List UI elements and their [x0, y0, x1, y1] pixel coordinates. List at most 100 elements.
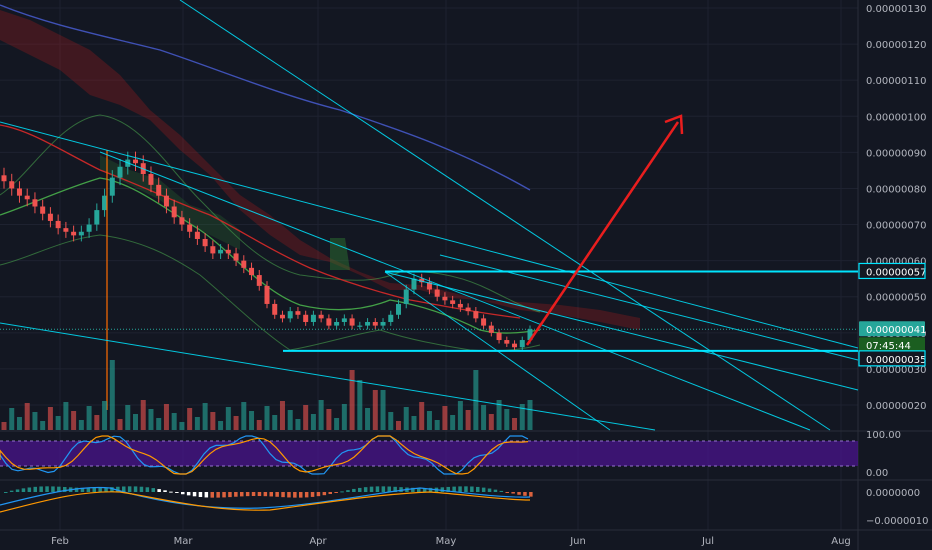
candle-body [218, 249, 224, 254]
volume-bar [16, 417, 22, 430]
candle-body [133, 159, 138, 164]
macd-bar [51, 486, 55, 492]
y-tick-label: 0.00000110 [866, 76, 926, 87]
volume-bar [40, 421, 46, 430]
cloud-area-green [330, 238, 350, 270]
macd-bar [139, 486, 144, 492]
candle-body [24, 195, 30, 200]
candle-body [71, 231, 77, 236]
macd-bar [263, 492, 268, 497]
macd-bar [192, 492, 197, 497]
stoch-tick-label: 100.00 [866, 430, 901, 441]
macd-bar [363, 487, 368, 492]
candle-body [171, 206, 177, 218]
volume-bar [426, 411, 432, 430]
volume-bar [171, 413, 177, 430]
macd-bar [63, 487, 67, 492]
volume-bar [179, 422, 185, 430]
macd-bar [163, 490, 167, 492]
y-tick-label: 0.00000030 [866, 365, 926, 376]
candle-body [481, 318, 487, 326]
macd-bar [251, 492, 256, 497]
candle-body [388, 314, 394, 322]
y-tick-label: 0.00000020 [866, 401, 926, 412]
volume-bar [109, 360, 115, 430]
volume-bar [380, 390, 386, 430]
macd-bar [133, 486, 138, 492]
volume-bar [78, 420, 84, 430]
candle-body [527, 329, 533, 341]
volume-bar [86, 406, 92, 430]
y-tick-label: 0.00000090 [866, 148, 926, 159]
cloud-area-red [0, 10, 640, 330]
y-tick-label: 0.00000070 [866, 221, 926, 232]
volume-bar [287, 410, 293, 430]
candle-body [156, 184, 162, 196]
candle-body [357, 325, 363, 327]
price-tag-resistance-text: 0.00000057 [866, 267, 926, 278]
macd-bar [21, 488, 26, 492]
volume-bar [63, 402, 69, 430]
macd-bar [340, 491, 344, 493]
trendline [0, 322, 656, 431]
projection-arrow-line [525, 121, 680, 346]
volume-bar [527, 400, 533, 430]
candle-body [47, 213, 53, 221]
y-tick-label: 0.00000060 [866, 257, 926, 268]
macd-bar [352, 488, 356, 492]
bollinger-lower [0, 234, 541, 352]
candle-body [94, 210, 100, 225]
candle-body [86, 224, 92, 232]
candle-body [194, 231, 200, 239]
volume-bar [272, 415, 278, 430]
macd-bar [328, 492, 332, 495]
volume-bar [310, 414, 316, 430]
candle-body [419, 278, 425, 283]
macd-bar [310, 492, 315, 497]
candle-body [55, 220, 61, 229]
volume-bar [496, 400, 502, 430]
macd-histogram [4, 486, 533, 498]
volume-bars [1, 360, 533, 430]
volume-bar [194, 417, 200, 430]
candle-body [365, 321, 371, 326]
candle-body [372, 321, 378, 326]
volume-bar [148, 409, 154, 430]
volume-bar [133, 414, 138, 430]
price-tag-resistance-border [858, 262, 926, 280]
macd-bar [92, 487, 96, 492]
candle-body [512, 343, 518, 348]
volume-bar [388, 412, 394, 430]
macd-bar [245, 492, 250, 497]
x-tick-label: Aug [831, 536, 851, 547]
candle-body [349, 318, 355, 326]
candle-body [341, 318, 347, 322]
candle-body [225, 249, 231, 254]
candle-body [264, 285, 270, 304]
volume-bar [434, 420, 440, 430]
macd-bar [411, 487, 415, 492]
macd-bar [505, 492, 509, 493]
macd-bar [422, 487, 427, 492]
macd-bar [452, 486, 456, 492]
macd-bar [381, 486, 386, 492]
macd-tick-label: −0.0000010 [866, 516, 928, 527]
macd-bar [470, 486, 474, 492]
macd-bar [86, 487, 91, 492]
candle-body [457, 303, 463, 308]
candle-body [496, 332, 502, 341]
x-tick-label: Feb [51, 536, 69, 547]
volume-bar [249, 411, 255, 430]
candle-body [318, 314, 324, 319]
macd-bar [269, 492, 273, 497]
volume-bar [396, 421, 401, 430]
candle-body [434, 289, 440, 297]
macd-bar [27, 487, 32, 492]
macd-bar [487, 488, 492, 492]
price-tag-support-bg [859, 350, 925, 366]
macd-bar [33, 486, 37, 492]
price-tag-support-text: 0.00000035 [866, 355, 926, 366]
volume-bar [349, 370, 355, 430]
